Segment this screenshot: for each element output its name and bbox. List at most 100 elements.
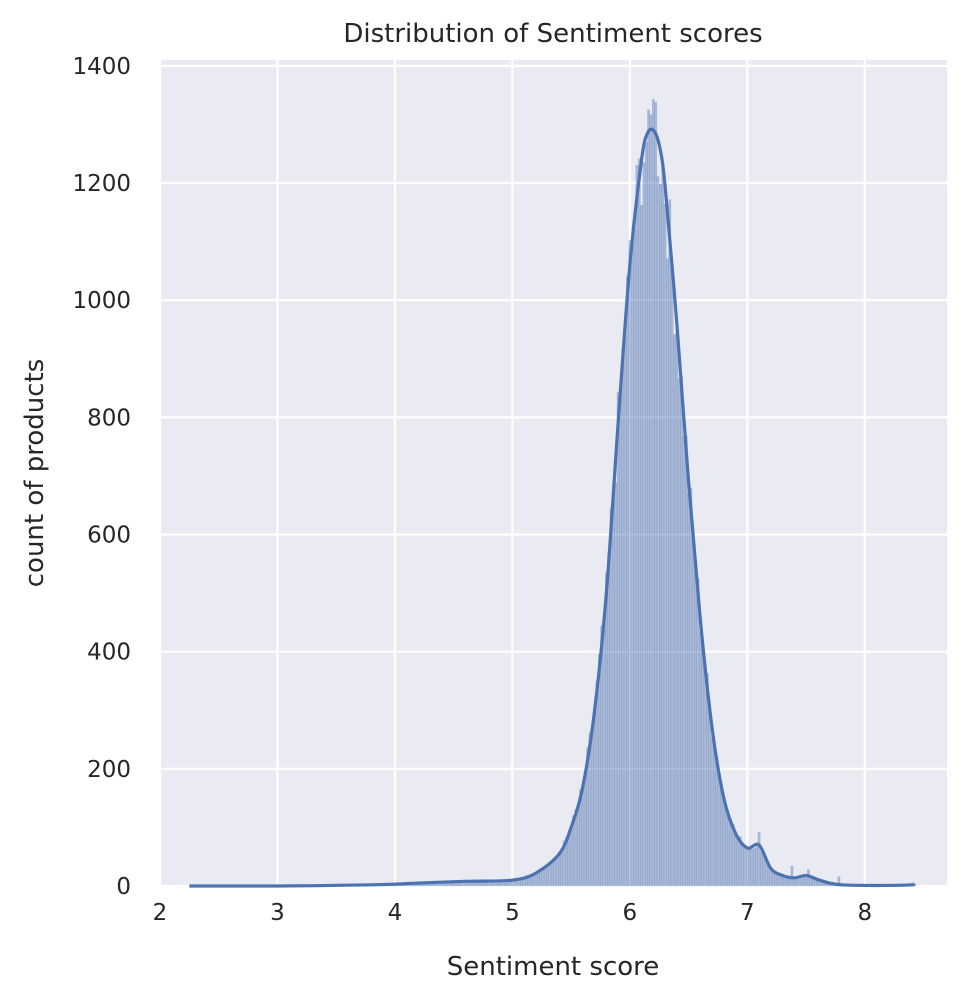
histogram-bar	[760, 851, 763, 887]
histogram-bar	[633, 227, 636, 887]
histogram-bar	[593, 710, 596, 887]
histogram-bar	[602, 614, 606, 887]
x-tick-label: 7	[740, 900, 755, 926]
histogram-bar	[708, 704, 712, 887]
histogram-bar	[586, 747, 589, 887]
histogram-bar	[706, 673, 709, 887]
x-axis-label: Sentiment score	[447, 952, 660, 982]
histogram-bar	[555, 855, 559, 887]
histogram-bar	[757, 831, 761, 887]
histogram-bar	[576, 802, 580, 887]
histogram-bar	[659, 183, 662, 887]
histogram-bar	[720, 785, 723, 887]
histogram-bar	[710, 736, 714, 887]
histogram-bar	[614, 482, 618, 887]
histogram-bar	[588, 732, 592, 887]
histogram-bar	[691, 531, 695, 887]
histogram-bar	[684, 435, 688, 887]
y-tick-label: 1000	[72, 288, 131, 314]
histogram-bar	[717, 773, 721, 887]
y-axis-ticks: 0 200 400 600 800 1000 1200 1400	[72, 54, 131, 900]
histogram-bar	[673, 334, 676, 887]
histogram-bar	[675, 332, 679, 887]
histogram-bar	[715, 756, 719, 887]
histogram-bar	[642, 162, 646, 887]
y-tick-label: 800	[87, 405, 131, 431]
histogram-bar	[644, 141, 648, 887]
histogram-bar	[694, 568, 698, 887]
histogram-bar	[609, 508, 613, 887]
histogram-bar	[677, 378, 681, 887]
histogram-bar	[567, 833, 571, 887]
histogram-bar	[583, 771, 587, 887]
histogram-bar	[663, 203, 667, 887]
histogram-bar	[752, 848, 756, 887]
histogram-bar	[550, 861, 554, 887]
histogram-bar	[649, 114, 653, 887]
histogram-bar	[595, 680, 599, 887]
histogram-bar	[640, 204, 643, 887]
histogram-bar	[738, 836, 742, 887]
x-tick-label: 6	[623, 900, 638, 926]
histogram-bar	[621, 348, 625, 887]
histogram-bar	[687, 492, 690, 887]
histogram-bar	[689, 487, 693, 887]
histogram-bar	[579, 789, 582, 887]
histogram-bar	[668, 199, 672, 887]
histogram-bar	[727, 816, 730, 887]
histogram-bar	[520, 876, 524, 887]
histogram-bars	[301, 99, 916, 887]
histogram-bar	[724, 806, 728, 887]
y-tick-label: 1200	[72, 171, 131, 197]
chart-title: Distribution of Sentiment scores	[343, 19, 762, 49]
histogram-bar	[581, 783, 585, 887]
histogram-bar	[743, 845, 747, 887]
histogram-bar	[525, 875, 528, 887]
histogram-bar	[539, 868, 542, 887]
histogram-bar	[755, 844, 759, 887]
histogram-bar	[590, 727, 594, 887]
histogram-bar	[713, 748, 716, 887]
histogram-bar	[607, 552, 611, 887]
histogram-bar	[616, 392, 620, 887]
histogram-bar	[557, 854, 561, 887]
histogram-bar	[637, 158, 641, 887]
histogram-bar	[635, 164, 639, 887]
histogram-bar	[654, 101, 658, 887]
y-tick-label: 600	[87, 523, 131, 549]
histogram-bar	[656, 176, 660, 887]
histogram-bar	[628, 240, 632, 887]
histogram-bar	[680, 375, 683, 887]
histogram-bar	[682, 435, 686, 887]
histogram-bar	[630, 243, 634, 887]
x-axis-ticks: 2 3 4 5 6 7 8	[153, 900, 872, 926]
x-tick-label: 3	[270, 900, 285, 926]
kde-curve	[189, 127, 917, 888]
histogram-bar	[670, 267, 674, 887]
histogram-bar	[729, 823, 733, 887]
y-tick-label: 400	[87, 640, 131, 666]
histogram-bar	[600, 625, 604, 887]
histogram-bar	[572, 815, 575, 887]
plot-background	[160, 60, 947, 886]
y-tick-label: 1400	[72, 54, 131, 80]
x-tick-label: 4	[388, 900, 403, 926]
histogram-bar	[696, 578, 700, 887]
histogram-bar	[698, 631, 702, 887]
histogram-bar	[569, 830, 573, 887]
x-tick-label: 5	[505, 900, 520, 926]
histogram-bar	[722, 797, 726, 887]
histogram-bar	[612, 494, 615, 887]
histogram-bar	[750, 849, 754, 887]
histogram-bar	[799, 876, 803, 887]
histogram-bar	[701, 646, 705, 887]
histogram-bar	[536, 871, 540, 887]
histogram-bar	[562, 840, 566, 887]
histogram-bar	[626, 275, 629, 887]
x-tick-label: 2	[153, 900, 168, 926]
histogram-bar	[651, 99, 655, 887]
x-tick-label: 8	[857, 900, 872, 926]
histogram-bar	[703, 665, 707, 887]
histogram-bar	[741, 844, 744, 887]
